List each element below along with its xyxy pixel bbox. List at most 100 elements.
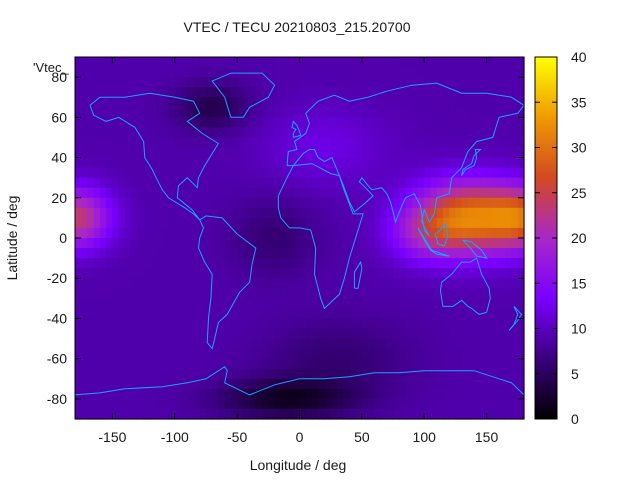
- heatmap-cell: [224, 87, 232, 98]
- heatmap-cell: [336, 368, 344, 380]
- heatmap-cell: [343, 77, 350, 88]
- heatmap-cell: [106, 358, 114, 370]
- heatmap-cell: [499, 348, 506, 360]
- heatmap-cell: [480, 157, 488, 169]
- heatmap-cell: [237, 127, 244, 139]
- heatmap-cell: [311, 308, 319, 320]
- heatmap-cell: [343, 268, 350, 279]
- heatmap-cell: [193, 97, 201, 108]
- heatmap-cell: [361, 207, 369, 219]
- heatmap-cell: [193, 177, 201, 189]
- heatmap-cell: [330, 197, 338, 209]
- heatmap-cell: [486, 298, 494, 309]
- heatmap-cell: [255, 137, 263, 149]
- heatmap-cell: [324, 308, 332, 320]
- heatmap-cell: [324, 67, 332, 78]
- heatmap-cell: [99, 308, 107, 320]
- heatmap-cell: [405, 238, 413, 249]
- heatmap-cell: [131, 167, 138, 179]
- heatmap-cell: [168, 207, 176, 219]
- heatmap-cell: [330, 268, 338, 279]
- heatmap-cell: [205, 87, 213, 98]
- heatmap-cell: [118, 207, 126, 219]
- heatmap-cell: [199, 328, 207, 340]
- heatmap-cell: [168, 137, 176, 149]
- heatmap-cell: [374, 127, 382, 139]
- heatmap-cell: [280, 127, 288, 139]
- heatmap-cell: [486, 388, 494, 400]
- heatmap-cell: [106, 137, 114, 149]
- heatmap-cell: [212, 248, 220, 259]
- heatmap-cell: [124, 87, 132, 98]
- heatmap-cell: [299, 358, 307, 370]
- heatmap-cell: [181, 258, 188, 269]
- heatmap-cell: [361, 288, 369, 299]
- heatmap-cell: [311, 238, 319, 249]
- heatmap-cell: [361, 67, 369, 78]
- heatmap-cell: [181, 137, 188, 149]
- heatmap-cell: [106, 368, 114, 380]
- heatmap-cell: [143, 157, 151, 169]
- heatmap-cell: [212, 398, 220, 410]
- heatmap-cell: [187, 227, 195, 239]
- heatmap-cell: [361, 268, 369, 279]
- heatmap-cell: [430, 238, 438, 249]
- heatmap-cell: [430, 388, 438, 400]
- heatmap-cell: [311, 157, 319, 169]
- heatmap-cell: [274, 388, 282, 400]
- heatmap-cell: [330, 77, 338, 88]
- heatmap-cell: [137, 197, 145, 209]
- heatmap-cell: [93, 77, 101, 88]
- heatmap-cell: [137, 258, 145, 269]
- heatmap-cell: [280, 258, 288, 269]
- heatmap-cell: [393, 87, 400, 98]
- heatmap-cell: [124, 227, 132, 239]
- heatmap-cell: [455, 288, 463, 299]
- heatmap-cell: [467, 298, 475, 309]
- heatmap-cell: [87, 117, 95, 128]
- heatmap-cell: [230, 318, 238, 330]
- heatmap-cell: [499, 378, 506, 390]
- heatmap-cell: [467, 318, 475, 330]
- heatmap-cell: [143, 368, 151, 380]
- heatmap-cell: [237, 248, 244, 259]
- heatmap-cell: [205, 107, 213, 118]
- heatmap-cell: [349, 298, 357, 309]
- heatmap-cell: [492, 298, 500, 309]
- heatmap-cell: [430, 157, 438, 169]
- heatmap-cell: [143, 197, 151, 209]
- heatmap-cell: [399, 227, 407, 239]
- heatmap-cell: [517, 67, 525, 78]
- heatmap-cell: [268, 358, 276, 370]
- heatmap-cell: [442, 278, 450, 289]
- heatmap-cell: [474, 328, 481, 340]
- heatmap-cell: [205, 258, 213, 269]
- heatmap-cell: [274, 77, 282, 88]
- heatmap-cell: [305, 398, 313, 410]
- heatmap-cell: [118, 258, 126, 269]
- heatmap-cell: [118, 107, 126, 118]
- heatmap-cell: [330, 127, 338, 139]
- heatmap-cell: [467, 67, 475, 78]
- heatmap-cell: [311, 127, 319, 139]
- heatmap-cell: [112, 368, 120, 380]
- heatmap-cell: [492, 268, 500, 279]
- heatmap-cell: [380, 258, 388, 269]
- heatmap-cell: [168, 57, 176, 68]
- heatmap-cell: [455, 207, 463, 219]
- heatmap-cell: [442, 238, 450, 249]
- heatmap-cell: [374, 258, 382, 269]
- heatmap-cell: [386, 288, 394, 299]
- heatmap-cell: [168, 147, 176, 159]
- heatmap-cell: [436, 288, 444, 299]
- heatmap-cell: [474, 117, 481, 128]
- heatmap-cell: [106, 77, 114, 88]
- heatmap-cell: [156, 358, 163, 370]
- heatmap-cell: [249, 57, 257, 68]
- heatmap-cell: [405, 358, 413, 370]
- heatmap-cell: [193, 268, 201, 279]
- heatmap-cell: [374, 137, 382, 149]
- heatmap-cell: [299, 268, 307, 279]
- heatmap-cell: [399, 127, 407, 139]
